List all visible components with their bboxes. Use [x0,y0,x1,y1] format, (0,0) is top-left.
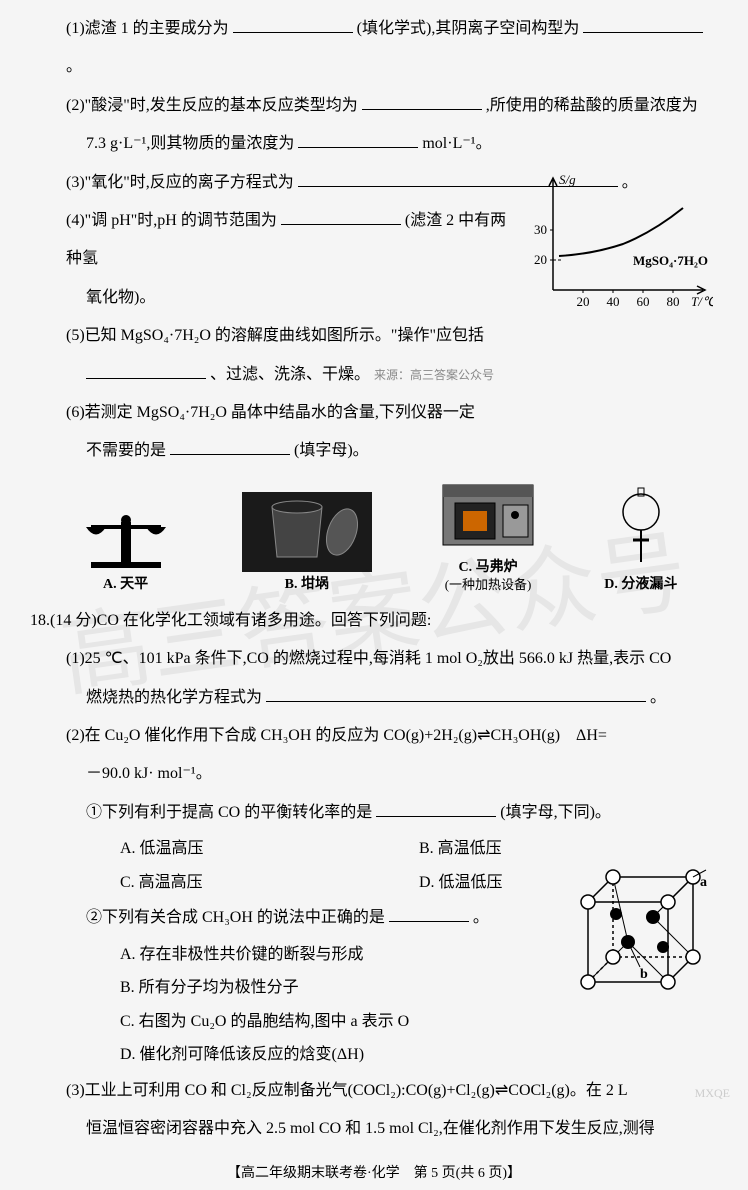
q18-p1-b-line: 燃烧热的热化学方程式为 。 [30,679,718,717]
opt1-b: B. 高温低压 [419,832,718,866]
y-axis-label: S/g [559,172,576,187]
opt2-d: D. 催化剂可降低该反应的焓变(ΔH) [30,1038,718,1072]
x-axis-label: T/℃ [691,294,713,309]
opt2-c: C. 右图为 Cu₂O 的晶胞结构,图中 a 表示 O [30,1005,718,1039]
q18-p1-b: 燃烧热的热化学方程式为 [86,689,262,706]
q2-text-c: 7.3 g·L⁻¹,则其物质的量浓度为 [86,135,294,152]
page-footer: 【高二年级期末联考卷·化学 第 5 页(共 6 页)】 [30,1157,718,1190]
q18-p2-q1: ①下列有利于提高 CO 的平衡转化率的是 [86,804,372,821]
equip-d-label: D. 分液漏斗 [604,576,677,594]
q6-blank[interactable] [170,436,290,455]
ytick-30: 30 [534,222,547,237]
crucible-icon [242,492,372,572]
equip-b-label: B. 坩埚 [242,576,372,594]
equip-a-label: A. 天平 [71,576,181,594]
q2-text-a: (2)"酸浸"时,发生反应的基本反应类型均为 [66,97,358,114]
q2-blank-2[interactable] [298,129,418,148]
corner-stamp: MXQE [695,1079,730,1108]
q1-text-a: (1)滤渣 1 的主要成分为 [66,20,229,37]
q18-header: 18.(14 分)CO 在化学化工领域有诸多用途。回答下列问题: [30,602,718,640]
q3-text-a: (3)"氧化"时,反应的离子方程式为 [66,174,294,191]
furnace-icon [433,475,543,555]
q18-p3-b: 恒温恒容密闭容器中充入 2.5 mol CO 和 1.5 mol Cl₂,在催化… [30,1110,718,1148]
ytick-20: 20 [534,252,547,267]
q18-p1-a: (1)25 ℃、101 kPa 条件下,CO 的燃烧过程中,每消耗 1 mol … [30,640,718,678]
q5-text-b: 、过滤、洗涤、干燥。 [210,366,370,383]
q18-p3-a: (3)工业上可利用 CO 和 Cl₂反应制备光气(COCl₂):CO(g)+Cl… [30,1072,718,1110]
q18-p1-c: 。 [650,689,666,706]
q6-text-c: (填字母)。 [294,442,369,459]
equip-b: B. 坩埚 [242,492,372,594]
solubility-chart: 20 30 20 40 60 80 S/g T/℃ MgSO₄·7H₂O [523,170,713,320]
q18-p2-q2: ②下列有关合成 CH₃OH 的说法中正确的是 [86,909,385,926]
q6-text-a: (6)若测定 MgSO₄·7H₂O 晶体中结晶水的含量,下列仪器一定 [66,404,475,421]
q4-text-c: 氧化物)。 [86,289,155,306]
q6-line-2: 不需要的是 (填字母)。 [30,432,718,470]
svg-text:60: 60 [637,294,650,309]
opt1-c: C. 高温高压 [120,866,419,900]
equip-c: C. 马弗炉 (一种加热设备) [433,475,543,594]
q18-p2-q1-blank[interactable] [376,798,496,817]
sep-funnel-icon [604,482,677,572]
q5-line-1: (5)已知 MgSO₄·7H₂O 的溶解度曲线如图所示。"操作"应包括 [30,317,718,355]
q5-text-a: (5)已知 MgSO₄·7H₂O 的溶解度曲线如图所示。"操作"应包括 [66,327,484,344]
q5-blank[interactable] [86,359,206,378]
q5-line-2: 、过滤、洗涤、干燥。 来源：高三答案公众号 [30,356,718,394]
equip-c-label: C. 马弗炉 [433,559,543,577]
equip-d: D. 分液漏斗 [604,482,677,594]
q2-line-2: 7.3 g·L⁻¹,则其物质的量浓度为 mol·L⁻¹。 [30,125,718,163]
equip-c-sub: (一种加热设备) [433,577,543,594]
opts1-row1: A. 低温高压 B. 高温低压 [30,832,718,866]
q4-text-a: (4)"调 pH"时,pH 的调节范围为 [66,212,277,229]
crystal-label-b: b [640,967,648,982]
q18-p2-b: －90.0 kJ· mol⁻¹。 [30,755,718,793]
svg-text:80: 80 [667,294,680,309]
svg-text:20: 20 [577,294,590,309]
q18-p2-q1-tail: (填字母,下同)。 [500,804,611,821]
q2-blank-1[interactable] [362,91,482,110]
q1-line: (1)滤渣 1 的主要成分为 (填化学式),其阴离子空间构型为 。 [30,10,718,87]
q1-text-c: 。 [66,58,82,75]
opt1-a: A. 低温高压 [120,832,419,866]
q2-text-d: mol·L⁻¹。 [422,135,491,152]
crystal-structure: a b [568,862,708,1002]
q5-source: 来源：高三答案公众号 [374,368,494,382]
svg-text:40: 40 [607,294,620,309]
balance-icon [71,502,181,572]
q4-blank[interactable] [281,206,401,225]
equipment-row: A. 天平 B. 坩埚 C. 马弗炉 (一种加热设备) [30,475,718,594]
q6-text-b: 不需要的是 [86,442,166,459]
crystal-label-a: a [700,875,707,890]
q1-blank-1[interactable] [233,14,353,33]
q1-text-b: (填化学式),其阴离子空间构型为 [357,20,580,37]
q18-p2-a: (2)在 Cu₂O 催化作用下合成 CH₃OH 的反应为 CO(g)+2H₂(g… [30,717,718,755]
q18-p2-q1-line: ①下列有利于提高 CO 的平衡转化率的是 (填字母,下同)。 [30,794,718,832]
compound-label: MgSO₄·7H₂O [633,253,708,268]
q18-p2-q2-tail: 。 [473,909,489,926]
equip-a: A. 天平 [71,502,181,594]
q2-text-b: ,所使用的稀盐酸的质量浓度为 [486,97,698,114]
q18-p2-q2-blank[interactable] [389,903,469,922]
q1-blank-2[interactable] [583,14,703,33]
q2-line-1: (2)"酸浸"时,发生反应的基本反应类型均为 ,所使用的稀盐酸的质量浓度为 [30,87,718,125]
q18-p1-blank[interactable] [266,682,646,701]
q6-line-1: (6)若测定 MgSO₄·7H₂O 晶体中结晶水的含量,下列仪器一定 [30,394,718,432]
